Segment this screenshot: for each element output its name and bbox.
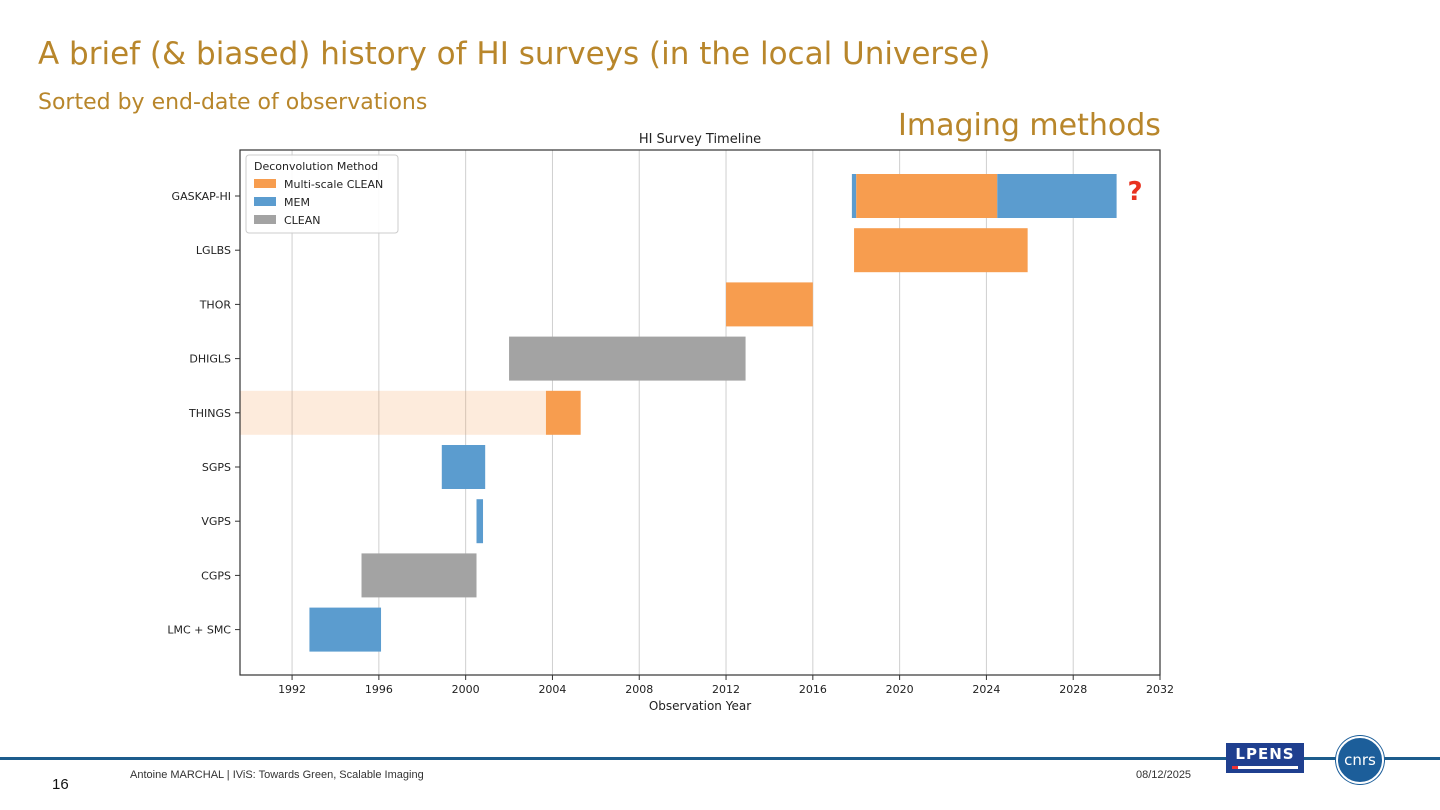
x-tick-label: 2024 xyxy=(972,683,1000,696)
legend-label: CLEAN xyxy=(284,214,321,227)
chart-legend: Deconvolution Method Multi-scale CLEAN MEM… xyxy=(245,154,399,234)
bar-gaskap-hi xyxy=(856,174,998,218)
bar-lglbs xyxy=(854,228,1028,273)
y-tick-label: THINGS xyxy=(188,407,231,420)
x-tick-label: 2028 xyxy=(1059,683,1087,696)
y-tick-label: CGPS xyxy=(201,569,231,582)
shade-layer xyxy=(240,390,546,435)
bar-gaskap-hi xyxy=(997,174,1117,218)
x-tick-label: 2020 xyxy=(886,683,914,696)
legend-title: Deconvolution Method xyxy=(254,160,378,173)
y-axis: GASKAP-HI LGLBS THOR DHIGLS THINGS SGPS VGPS CG… xyxy=(167,190,240,637)
lpens-logo-text: LPENS xyxy=(1235,745,1295,763)
legend-label: Multi-scale CLEAN xyxy=(284,178,383,191)
slide-subtitle: Sorted by end-date of observations xyxy=(38,90,428,115)
x-tick-label: 1992 xyxy=(278,683,306,696)
y-tick-label: THOR xyxy=(199,298,232,311)
footer-date: 08/12/2025 xyxy=(1136,769,1192,781)
x-tick-label: 2000 xyxy=(452,683,480,696)
x-tick-label: 2032 xyxy=(1146,683,1174,696)
x-tick-label: 2012 xyxy=(712,683,740,696)
legend-box xyxy=(245,154,399,234)
lpens-logo-accent xyxy=(1232,766,1238,769)
x-tick-label: 2004 xyxy=(538,683,566,696)
legend-swatch-clean xyxy=(254,215,276,224)
x-axis-label: Observation Year xyxy=(649,699,751,713)
slide-title: A brief (& biased) history of HI surveys… xyxy=(38,36,991,72)
page-number: 16 xyxy=(52,776,69,793)
y-tick-label: LGLBS xyxy=(196,244,231,257)
bar-dhigls xyxy=(509,336,746,381)
lpens-logo-bar xyxy=(1232,766,1298,769)
bar-layer xyxy=(309,174,1117,652)
bar-vgps xyxy=(476,499,484,544)
y-tick-label: LMC + SMC xyxy=(167,624,231,637)
imaging-methods-label: Imaging methods xyxy=(898,108,1161,143)
legend-swatch-mem xyxy=(254,197,276,206)
cnrs-logo: cnrs xyxy=(1336,736,1384,784)
chart-title: HI Survey Timeline xyxy=(639,132,761,147)
things-shaded-region xyxy=(240,390,546,435)
bar-things xyxy=(545,390,581,435)
bar-sgps xyxy=(441,445,486,489)
question-mark: ? xyxy=(1127,177,1142,207)
bar-cgps xyxy=(361,553,477,598)
lpens-logo: LPENS xyxy=(1226,743,1304,773)
y-tick-label: GASKAP-HI xyxy=(172,190,231,203)
bar-gaskap-hi xyxy=(851,174,857,218)
footer-divider xyxy=(0,757,1440,760)
y-tick-label: DHIGLS xyxy=(189,353,231,366)
legend-swatch-multiscale_clean xyxy=(254,179,276,188)
legend-label: MEM xyxy=(284,196,310,209)
x-tick-label: 1996 xyxy=(365,683,393,696)
timeline-chart: GASKAP-HI LGLBS THOR DHIGLS THINGS SGPS VGPS CG… xyxy=(167,132,1174,713)
x-tick-label: 2016 xyxy=(799,683,827,696)
x-tick-label: 2008 xyxy=(625,683,653,696)
footer-author-title: Antoine MARCHAL | IViS: Towards Green, S… xyxy=(130,769,424,781)
bar-thor xyxy=(726,282,813,327)
bar-lmc-smc xyxy=(309,607,382,652)
x-axis: 1992 1996 2000 2004 2008 2012 2016 2020 2024 2028… xyxy=(278,675,1174,696)
y-tick-label: SGPS xyxy=(202,461,231,474)
y-tick-label: VGPS xyxy=(201,515,231,528)
